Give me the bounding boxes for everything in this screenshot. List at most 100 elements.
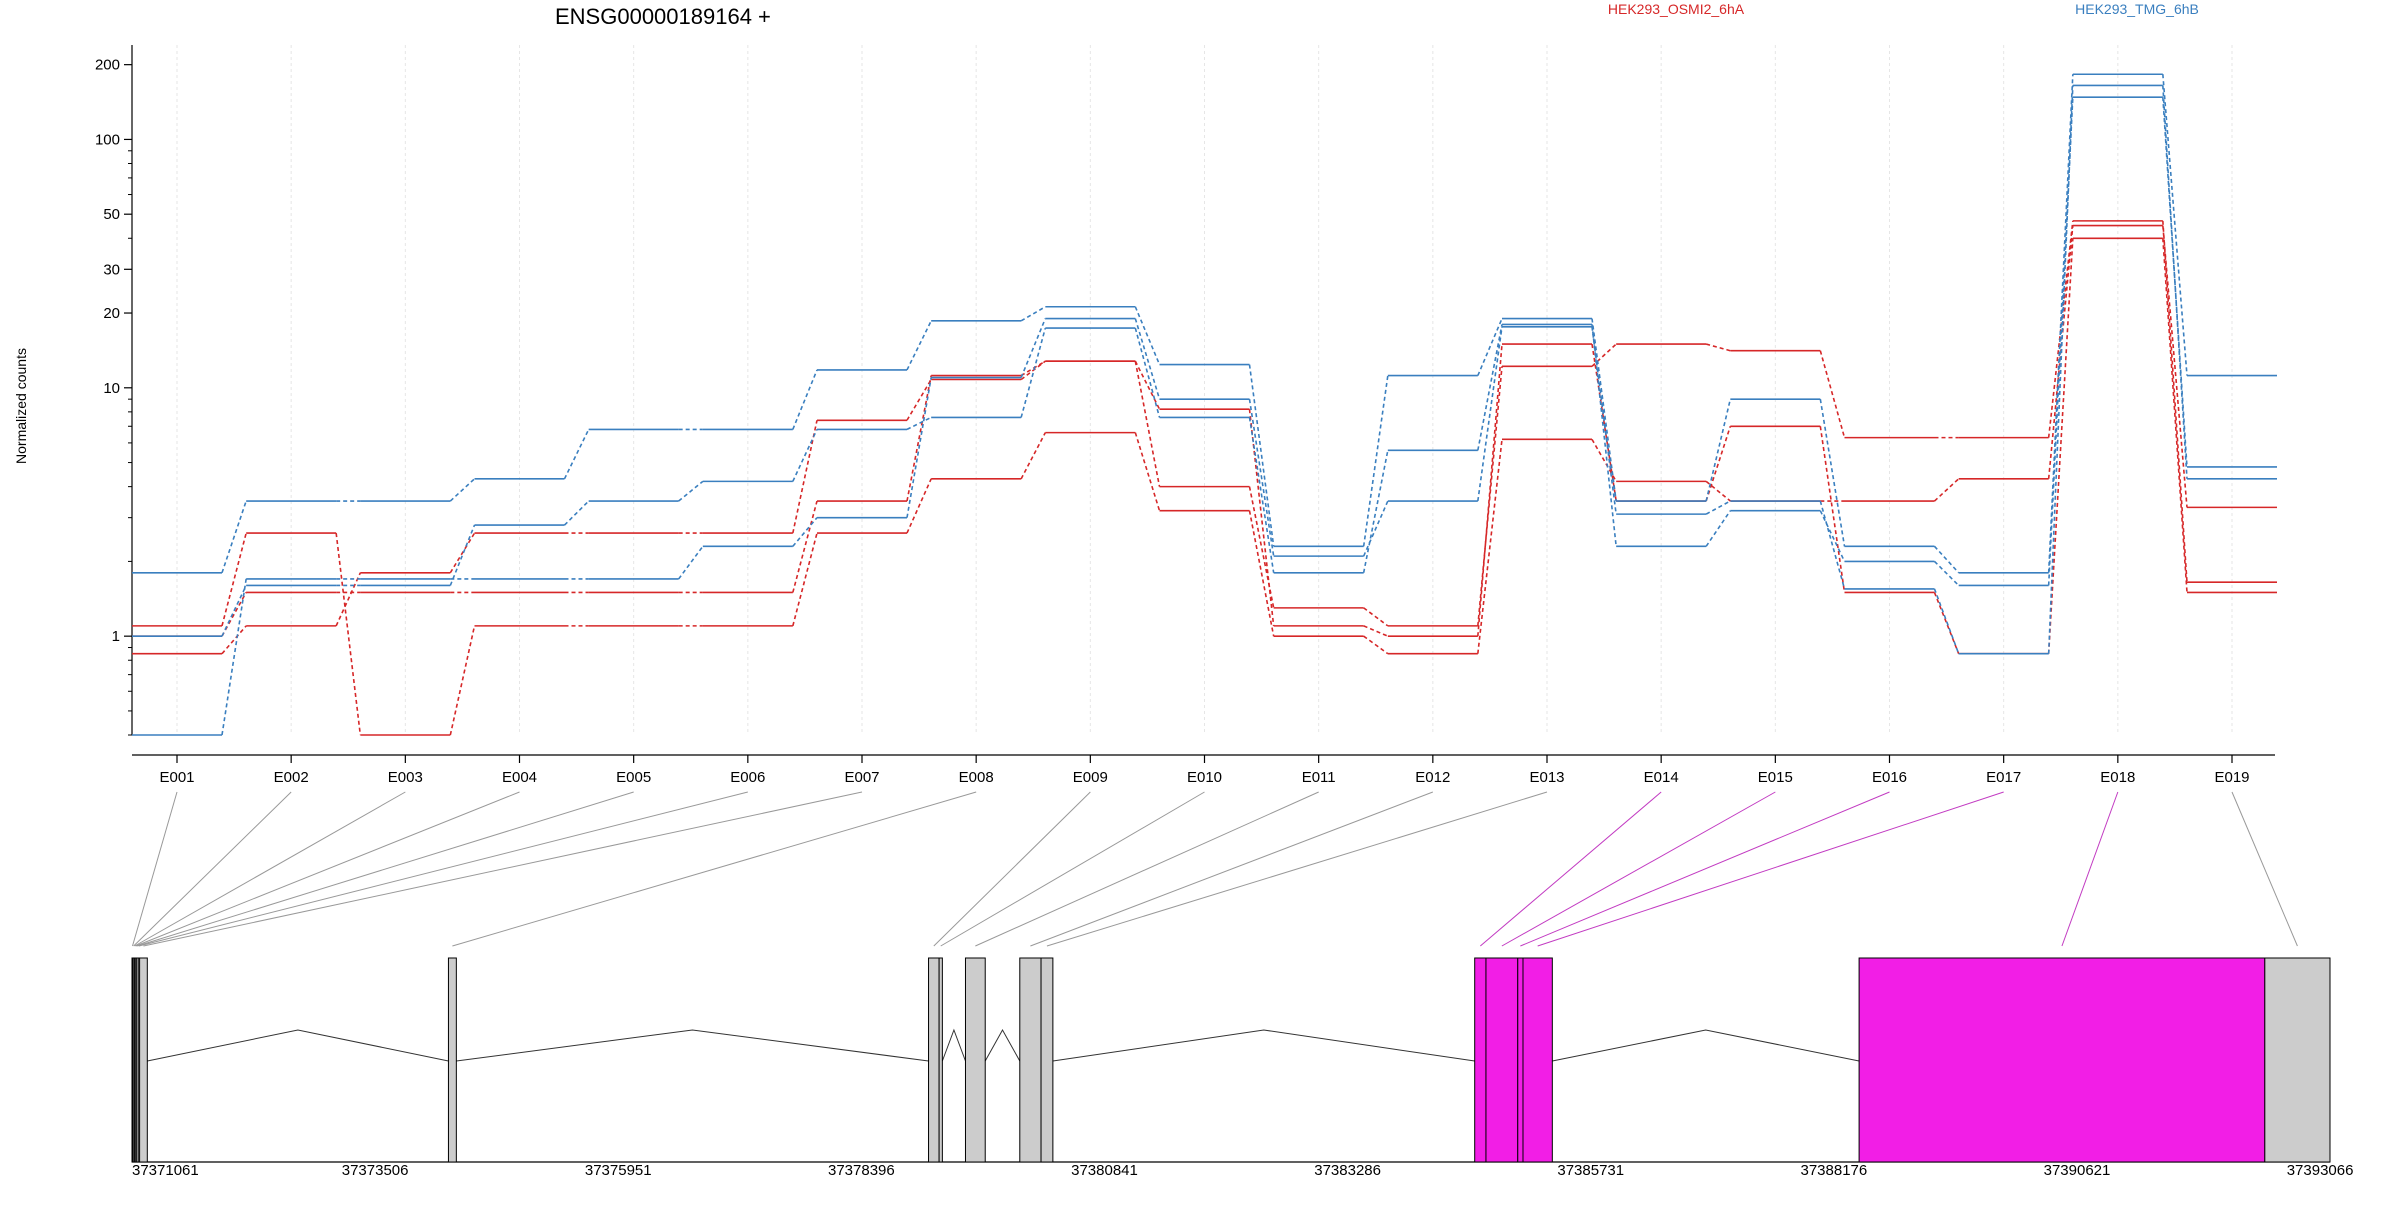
y-axis-label: Normalized counts <box>13 348 29 464</box>
data-connector <box>1591 324 1617 547</box>
x-tick-label-E008: E008 <box>959 769 994 786</box>
x-tick-label-E019: E019 <box>2214 769 2249 786</box>
intron-line <box>456 1029 929 1062</box>
data-connector <box>221 625 247 655</box>
data-connector <box>1819 500 1846 590</box>
gene-model: 37371061 37373506 37375951 37378396 37380841… <box>131 957 2354 1179</box>
genomic-tick-label: 37390621 <box>2044 1162 2111 1179</box>
data-connector <box>1591 326 1617 515</box>
axes-layer: 1 10 20 30 50 100 200 E001 E002 E003 E004 E005 E006 E… <box>95 45 2275 786</box>
x-tick-label-E002: E002 <box>274 769 309 786</box>
data-connector <box>2047 85 2074 654</box>
data-connector <box>1933 478 1960 502</box>
legend-label-tmg: HEK293_TMG_6hB <box>2075 1 2199 17</box>
exon-E014 <box>1474 957 1487 1163</box>
y-tick-label: 50 <box>103 206 120 223</box>
data-connector <box>2162 74 2188 376</box>
exon-E009 <box>928 957 940 1163</box>
data-connector <box>449 532 476 574</box>
data-connector <box>1363 625 1389 637</box>
exon-connector-E008 <box>452 791 977 947</box>
data-connector <box>906 377 932 518</box>
y-tick-label: 200 <box>95 57 120 74</box>
exon-E016 <box>1517 957 1524 1163</box>
exon-E007 <box>139 957 148 1163</box>
x-tick-label-E016: E016 <box>1872 769 1907 786</box>
data-connector <box>1477 324 1503 451</box>
genomic-tick-label: 37378396 <box>828 1162 895 1179</box>
intron-line <box>1052 1029 1475 1062</box>
data-connector <box>2162 225 2188 508</box>
genomic-tick-label: 37373506 <box>342 1162 409 1179</box>
data-connector <box>1134 306 1161 365</box>
data-connector <box>1819 510 1846 562</box>
data-connector <box>1933 592 1960 654</box>
data-connector <box>449 524 476 586</box>
y-tick-label: 30 <box>103 261 120 278</box>
exon-connector-E011 <box>975 791 1319 947</box>
exon-E008 <box>447 957 457 1163</box>
data-connector <box>792 532 818 627</box>
data-connector <box>2162 97 2188 468</box>
exon-connector-E015 <box>1501 791 1776 947</box>
y-tick-label: 20 <box>103 305 120 322</box>
data-connector <box>1248 486 1275 609</box>
data-connector <box>792 420 818 534</box>
data-connector <box>449 478 476 502</box>
series-2-HEK293_OSMI2_6hA <box>132 220 2277 655</box>
series-6-HEK293_TMG_6hB <box>132 96 2277 637</box>
genomic-tick-label: 37385731 <box>1557 1162 1624 1179</box>
data-connector <box>1020 327 1047 418</box>
data-connector <box>1363 607 1389 627</box>
x-tick-label-E003: E003 <box>388 769 423 786</box>
x-tick-label-E015: E015 <box>1758 769 1793 786</box>
data-connector <box>563 500 590 526</box>
data-connector <box>2047 238 2074 654</box>
exon-connector-E012 <box>1030 791 1434 947</box>
data-connector <box>1705 500 1731 515</box>
data-connector <box>1020 432 1047 480</box>
data-connector <box>1591 343 1617 502</box>
exon-E011 <box>964 957 986 1163</box>
exon-connector-E009 <box>933 791 1091 947</box>
data-connector <box>1248 364 1275 547</box>
genomic-tick-label: 37393066 <box>2287 1162 2354 1179</box>
data-connector <box>792 429 818 482</box>
data-connector <box>1020 318 1047 378</box>
data-connector <box>1248 417 1275 573</box>
x-tick-label-E011: E011 <box>1302 769 1336 786</box>
connector-layer <box>132 791 2298 947</box>
genomic-tick-label: 37375951 <box>585 1162 652 1179</box>
x-tick-label-E017: E017 <box>1986 769 2021 786</box>
data-connector <box>1134 318 1161 400</box>
y-tick-label: 10 <box>103 380 120 397</box>
series-layer <box>132 73 2277 736</box>
x-tick-label-E001: E001 <box>159 769 194 786</box>
exon-connector-E019 <box>2231 791 2298 947</box>
data-connector <box>1477 366 1503 626</box>
x-tick-label-E010: E010 <box>1187 769 1222 786</box>
exon-connector-E003 <box>134 791 406 947</box>
data-connector <box>221 500 247 574</box>
data-connector <box>1933 560 1960 587</box>
data-connector <box>1591 318 1617 502</box>
intron-line <box>147 1029 449 1062</box>
data-connector <box>1362 450 1389 573</box>
exon-connector-E004 <box>135 791 520 947</box>
data-connector <box>678 480 704 502</box>
data-connector <box>1477 439 1503 654</box>
exon-connector-E006 <box>138 791 748 947</box>
data-connector <box>1705 510 1731 547</box>
data-connector <box>2162 220 2188 583</box>
exon-E012 <box>1019 957 1042 1163</box>
data-connector <box>221 532 247 627</box>
data-connector <box>1819 399 1846 547</box>
exon-E015 <box>1485 957 1519 1163</box>
genomic-tick-label: 37383286 <box>1314 1162 1381 1179</box>
data-connector <box>1362 500 1389 557</box>
data-connector <box>1020 306 1046 322</box>
data-connector <box>563 429 590 480</box>
data-connector <box>1248 510 1275 637</box>
data-connector <box>2047 97 2074 586</box>
